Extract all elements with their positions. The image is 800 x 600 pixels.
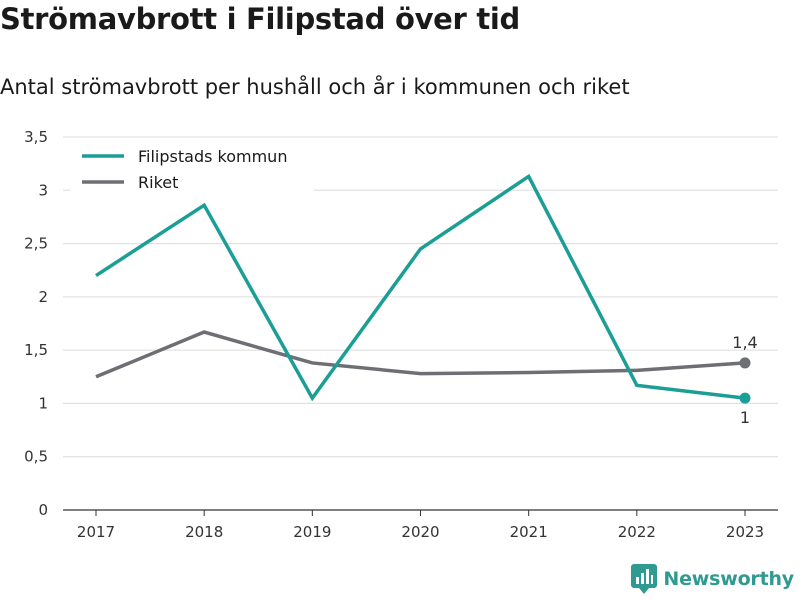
y-tick-label: 1,5 xyxy=(24,341,48,359)
end-point-riket xyxy=(739,357,751,369)
series-layer xyxy=(95,173,751,404)
y-tick-label: 2,5 xyxy=(24,235,48,253)
x-tick-label: 2023 xyxy=(726,523,764,541)
chart-title: Strömavbrott i Filipstad över tid xyxy=(0,2,521,36)
y-tick-label: 0 xyxy=(38,501,48,519)
legend: Filipstads kommun Riket xyxy=(70,142,314,192)
x-tick-label: 2021 xyxy=(510,523,548,541)
end-point-filipstad xyxy=(739,392,751,404)
y-tick-label: 0,5 xyxy=(24,448,48,466)
series-line-riket xyxy=(95,330,746,379)
newsworthy-logo-icon xyxy=(631,564,658,594)
y-tick-label: 3 xyxy=(38,181,48,199)
chart-subtitle: Antal strömavbrott per hushåll och år i … xyxy=(0,75,630,99)
y-tick-label: 3,5 xyxy=(24,128,48,146)
legend-label: Riket xyxy=(138,173,178,192)
legend-label: Filipstads kommun xyxy=(138,147,287,166)
newsworthy-logo: Newsworthy xyxy=(631,564,794,594)
logo-text: Newsworthy xyxy=(663,568,794,590)
x-tick-label: 2018 xyxy=(185,523,223,541)
x-tick-label: 2020 xyxy=(401,523,439,541)
end-label-riket: 1,4 xyxy=(732,333,757,352)
x-tick-label: 2022 xyxy=(618,523,656,541)
y-tick-label: 1 xyxy=(38,394,48,412)
end-labels: 11,4 xyxy=(732,333,757,427)
series-line-filipstad xyxy=(95,173,746,402)
y-tick-label: 2 xyxy=(38,288,48,306)
x-tick-label: 2017 xyxy=(77,523,115,541)
axis-layer: 0 0,5 1 1,5 2 2,5 3 3,5 2017 2018 2019 2020 2021 2022… xyxy=(24,128,778,541)
x-tick-label: 2019 xyxy=(293,523,331,541)
end-label-filipstad: 1 xyxy=(740,408,750,427)
